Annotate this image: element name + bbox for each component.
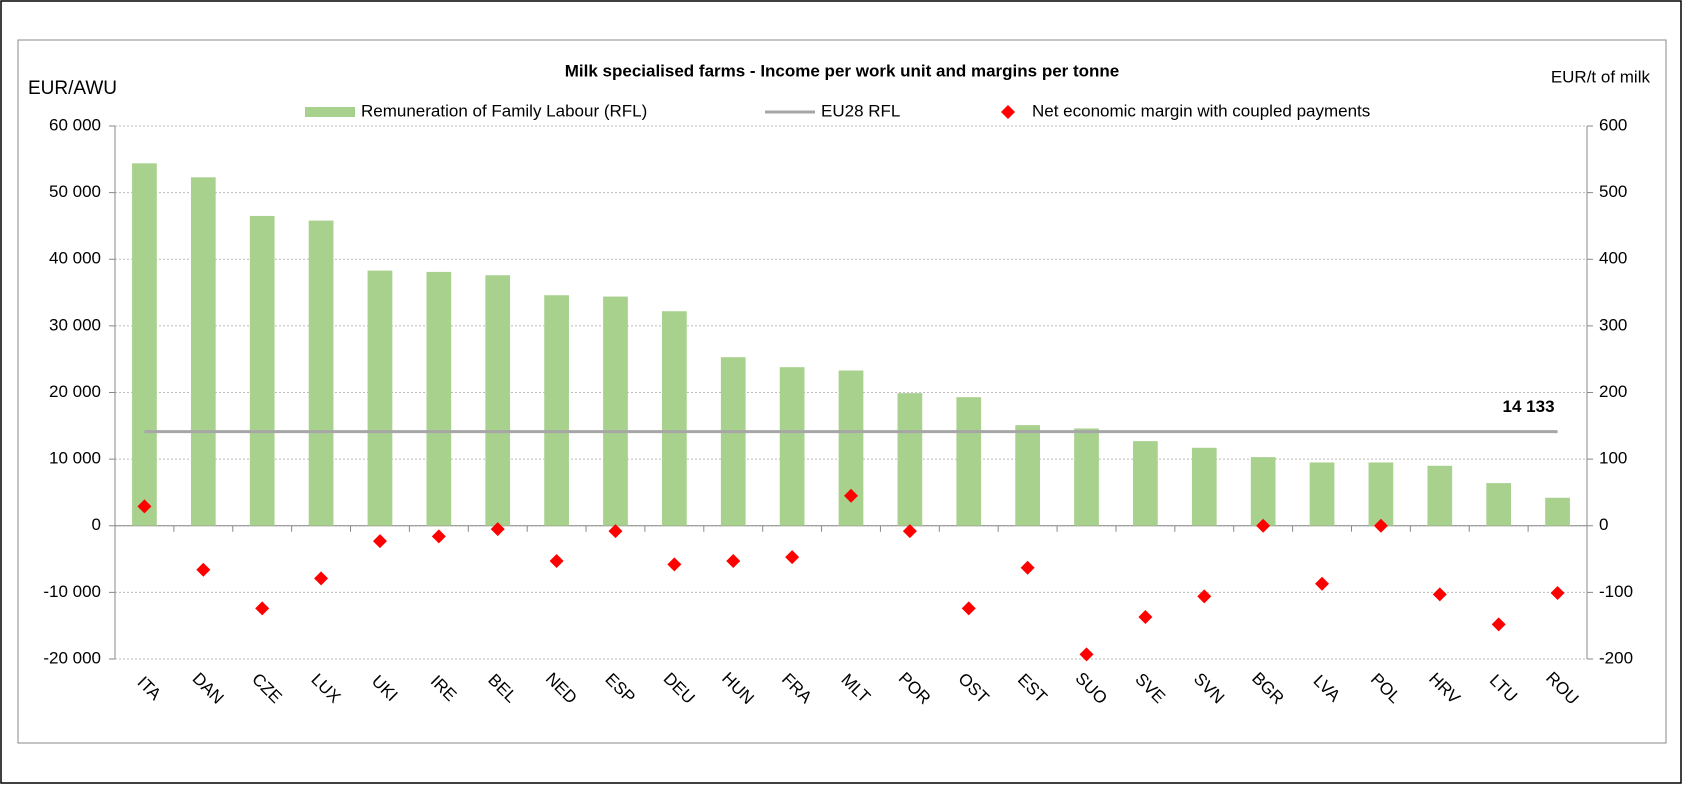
legend-label: Net economic margin with coupled payment… xyxy=(1032,101,1370,120)
y2-tick-label: -100 xyxy=(1599,582,1633,601)
legend-swatch xyxy=(1001,105,1015,119)
bar xyxy=(1133,441,1158,526)
legend-swatch xyxy=(305,107,355,117)
marker xyxy=(1079,647,1094,662)
y2-tick-label: 600 xyxy=(1599,115,1627,134)
marker xyxy=(549,554,564,569)
y2-tick-label: -200 xyxy=(1599,648,1633,667)
marker xyxy=(902,524,917,539)
bar xyxy=(661,311,687,526)
marker xyxy=(844,488,858,503)
y2-tick-label: 0 xyxy=(1599,515,1608,534)
y2-tick-label: 500 xyxy=(1599,182,1627,201)
legend-label: EU28 RFL xyxy=(821,101,900,120)
marker xyxy=(1138,610,1153,625)
marker xyxy=(314,571,329,586)
y-tick-label: -10 000 xyxy=(43,582,101,601)
bar xyxy=(249,215,275,526)
y2-tick-label: 100 xyxy=(1599,449,1627,468)
marker xyxy=(1020,560,1035,575)
bar xyxy=(367,270,393,526)
marker xyxy=(1432,587,1447,602)
bar xyxy=(720,357,746,526)
y2-axis-label: EUR/t of milk xyxy=(1551,67,1651,86)
bar xyxy=(1368,462,1394,526)
bar xyxy=(603,296,628,526)
y-axis-label: EUR/AWU xyxy=(28,78,117,99)
bar xyxy=(956,397,982,526)
y-tick-label: 60 000 xyxy=(49,115,101,134)
chart-frame xyxy=(17,39,1667,744)
marker xyxy=(196,562,211,577)
value-label: 14 133 xyxy=(1503,397,1555,416)
marker xyxy=(785,550,800,565)
marker xyxy=(137,499,152,514)
y-tick-label: 50 000 xyxy=(49,182,101,201)
y2-tick-label: 200 xyxy=(1599,382,1627,401)
marker xyxy=(961,601,976,616)
bar xyxy=(897,393,923,526)
bar xyxy=(544,295,569,526)
bar xyxy=(132,163,157,526)
bar xyxy=(1486,483,1512,526)
bar xyxy=(779,367,805,526)
y-tick-label: -20 000 xyxy=(43,648,101,667)
marker xyxy=(255,601,270,616)
bar xyxy=(308,220,334,526)
marker xyxy=(372,534,387,549)
bar xyxy=(1545,497,1570,526)
y-tick-label: 40 000 xyxy=(49,249,101,268)
bar xyxy=(485,275,511,526)
marker xyxy=(667,557,682,572)
y-tick-label: 20 000 xyxy=(49,382,101,401)
marker xyxy=(1315,576,1330,591)
marker xyxy=(1550,586,1565,601)
y-tick-label: 0 xyxy=(92,515,101,534)
marker xyxy=(490,522,505,537)
y2-tick-label: 400 xyxy=(1599,249,1627,268)
bar xyxy=(190,177,216,526)
marker xyxy=(431,529,446,544)
y2-tick-label: 300 xyxy=(1599,315,1627,334)
marker xyxy=(1197,589,1212,604)
marker xyxy=(1256,518,1271,533)
legend-label: Remuneration of Family Labour (RFL) xyxy=(361,101,647,120)
bar xyxy=(1191,447,1217,526)
chart-title: Milk specialised farms - Income per work… xyxy=(565,61,1120,80)
bar xyxy=(1015,425,1041,526)
bar xyxy=(1427,465,1453,526)
bar xyxy=(1309,462,1335,526)
marker xyxy=(1373,518,1388,533)
bar xyxy=(1074,428,1099,526)
bar xyxy=(1250,457,1276,526)
y-tick-label: 30 000 xyxy=(49,315,101,334)
marker xyxy=(1491,617,1506,632)
y-tick-label: 10 000 xyxy=(49,449,101,468)
bar xyxy=(426,271,452,526)
marker xyxy=(608,524,623,539)
marker xyxy=(726,554,741,569)
